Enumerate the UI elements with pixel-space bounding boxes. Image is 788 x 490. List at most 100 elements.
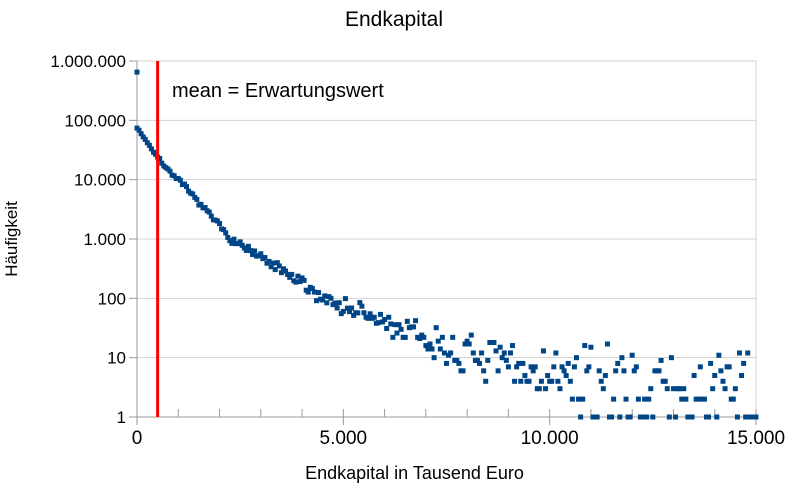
data-point <box>627 414 633 420</box>
data-point <box>184 184 190 190</box>
data-point <box>666 414 672 420</box>
data-point <box>388 321 394 327</box>
data-point <box>334 305 340 311</box>
data-point <box>553 350 559 356</box>
data-point <box>679 396 685 402</box>
x-tick-label: 0 <box>132 428 143 449</box>
data-point <box>316 290 322 296</box>
data-point <box>359 303 365 309</box>
data-point <box>355 310 361 316</box>
data-point <box>613 368 619 374</box>
data-point <box>274 260 280 266</box>
data-point <box>557 386 563 392</box>
y-tick-label: 10.000 <box>74 171 126 190</box>
data-point <box>367 311 373 317</box>
data-point <box>342 296 348 302</box>
data-point <box>507 350 513 356</box>
gridlines <box>137 60 757 417</box>
data-point <box>456 360 462 366</box>
data-point <box>538 378 544 384</box>
data-point <box>404 318 410 324</box>
data-point <box>417 336 423 342</box>
data-point <box>706 414 712 420</box>
data-point <box>646 396 652 402</box>
data-point <box>198 201 204 207</box>
data-point <box>588 344 594 350</box>
data-point <box>722 386 728 392</box>
data-point <box>474 357 480 363</box>
data-point <box>736 350 742 356</box>
data-point <box>673 414 679 420</box>
data-point <box>413 318 419 324</box>
data-point <box>530 368 536 374</box>
data-point <box>320 297 326 303</box>
data-point <box>536 386 542 392</box>
data-point <box>384 326 390 332</box>
data-point <box>520 360 526 366</box>
data-point <box>190 191 196 197</box>
data-point <box>136 127 142 133</box>
data-point <box>202 205 208 211</box>
data-point <box>421 334 427 340</box>
data-point <box>225 235 231 241</box>
data-point <box>526 378 532 384</box>
data-point <box>231 236 237 242</box>
data-point <box>483 378 489 384</box>
data-point <box>582 343 588 349</box>
data-point <box>309 286 315 292</box>
data-point <box>390 334 396 340</box>
data-point <box>441 350 447 356</box>
data-point <box>629 352 635 358</box>
data-point <box>357 300 363 306</box>
data-point <box>712 373 718 379</box>
data-point <box>576 396 582 402</box>
data-point <box>681 386 687 392</box>
data-point <box>252 248 258 254</box>
data-point <box>596 368 602 374</box>
data-point <box>181 181 187 187</box>
tick-labels: 1 10 100 1.000 10.000 100.000 1.000.000 0 5.000 1… <box>50 52 785 449</box>
data-point <box>615 360 621 366</box>
data-point <box>365 315 371 321</box>
data-point <box>324 300 330 306</box>
x-axis-title: Endkapital in Tausend Euro <box>305 463 524 483</box>
data-point <box>545 373 551 379</box>
data-point <box>567 378 573 384</box>
data-point <box>497 344 503 350</box>
data-point <box>454 357 460 363</box>
data-point <box>668 355 674 361</box>
data-point <box>144 140 150 146</box>
data-point <box>532 364 538 370</box>
data-point <box>398 326 404 332</box>
data-point <box>619 355 625 361</box>
data-point <box>594 414 600 420</box>
data-point <box>481 368 487 374</box>
data-point <box>361 310 367 316</box>
data-point <box>540 348 546 354</box>
data-point <box>153 151 159 157</box>
data-point <box>743 414 749 420</box>
data-point <box>344 305 350 311</box>
data-point <box>499 355 505 361</box>
data-point <box>285 271 291 277</box>
data-point <box>485 357 491 363</box>
data-point <box>514 364 520 370</box>
data-point <box>297 279 303 285</box>
data-point <box>510 343 516 349</box>
data-point <box>493 348 499 354</box>
data-point <box>293 279 299 285</box>
data-point <box>227 238 233 244</box>
data-point <box>543 386 549 392</box>
data-point <box>239 242 245 248</box>
data-point <box>177 177 183 183</box>
data-point <box>598 378 604 384</box>
data-point <box>648 386 654 392</box>
data-point <box>402 334 408 340</box>
data-point <box>148 146 154 152</box>
data-point <box>349 305 355 311</box>
data-point <box>460 368 466 374</box>
data-point <box>435 338 441 344</box>
data-point <box>741 360 747 366</box>
data-point <box>382 316 388 322</box>
